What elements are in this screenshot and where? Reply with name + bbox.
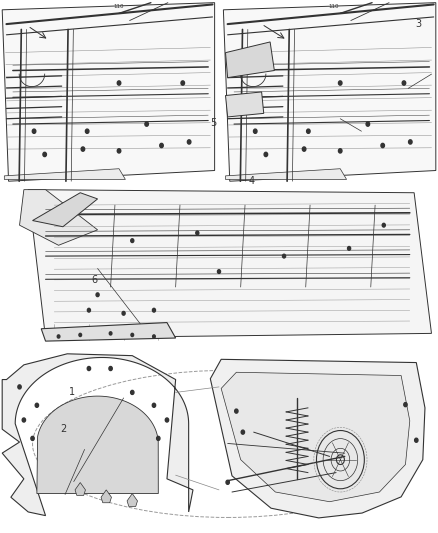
Circle shape <box>109 367 112 370</box>
Circle shape <box>382 223 385 227</box>
Circle shape <box>264 152 268 157</box>
Polygon shape <box>101 490 111 503</box>
Circle shape <box>347 246 350 250</box>
Circle shape <box>79 333 81 336</box>
Circle shape <box>152 308 155 312</box>
Circle shape <box>302 147 306 151</box>
Text: 5: 5 <box>211 118 217 127</box>
Polygon shape <box>37 396 158 494</box>
Circle shape <box>415 438 418 442</box>
Circle shape <box>57 335 60 338</box>
Polygon shape <box>210 359 425 518</box>
Circle shape <box>31 437 34 440</box>
Circle shape <box>18 385 21 389</box>
Circle shape <box>196 231 199 235</box>
Text: 3: 3 <box>415 19 421 29</box>
Circle shape <box>409 140 412 144</box>
Polygon shape <box>2 354 193 515</box>
Circle shape <box>152 403 155 407</box>
Text: 6: 6 <box>91 275 97 285</box>
Circle shape <box>110 332 112 335</box>
Polygon shape <box>226 169 346 180</box>
Polygon shape <box>226 92 264 117</box>
Text: 1: 1 <box>69 387 75 397</box>
Circle shape <box>402 81 406 85</box>
Text: 4: 4 <box>249 176 255 186</box>
Circle shape <box>339 149 342 153</box>
Polygon shape <box>221 372 410 502</box>
Circle shape <box>117 149 121 153</box>
Polygon shape <box>2 3 215 181</box>
Polygon shape <box>4 169 125 180</box>
Circle shape <box>283 254 286 258</box>
Circle shape <box>35 403 39 407</box>
Polygon shape <box>226 42 274 78</box>
Circle shape <box>32 129 36 133</box>
Polygon shape <box>223 3 436 181</box>
Text: 110: 110 <box>328 4 339 9</box>
Circle shape <box>339 81 342 85</box>
Circle shape <box>254 129 257 133</box>
Circle shape <box>226 480 230 484</box>
Circle shape <box>165 418 169 422</box>
Text: 2: 2 <box>60 424 67 434</box>
Circle shape <box>145 122 148 126</box>
Circle shape <box>131 333 134 336</box>
Circle shape <box>307 129 310 133</box>
Circle shape <box>187 140 191 144</box>
Circle shape <box>85 129 89 133</box>
Circle shape <box>241 430 244 434</box>
Circle shape <box>152 335 155 338</box>
Circle shape <box>157 437 160 440</box>
Circle shape <box>81 147 85 151</box>
Circle shape <box>404 402 407 407</box>
Circle shape <box>96 293 99 296</box>
Polygon shape <box>28 190 431 338</box>
Circle shape <box>366 122 370 126</box>
Circle shape <box>22 418 25 422</box>
Polygon shape <box>41 322 176 341</box>
Circle shape <box>87 367 91 370</box>
Circle shape <box>131 239 134 243</box>
Circle shape <box>131 390 134 394</box>
Text: 110: 110 <box>114 4 124 9</box>
Circle shape <box>117 81 121 85</box>
Circle shape <box>43 152 46 157</box>
Circle shape <box>122 311 125 315</box>
Circle shape <box>160 143 163 148</box>
Circle shape <box>87 308 90 312</box>
Circle shape <box>217 270 221 273</box>
Polygon shape <box>20 190 98 245</box>
Circle shape <box>381 143 385 148</box>
Circle shape <box>181 81 184 85</box>
Polygon shape <box>75 482 85 495</box>
Polygon shape <box>32 193 98 227</box>
Polygon shape <box>127 494 138 506</box>
Circle shape <box>235 409 238 413</box>
